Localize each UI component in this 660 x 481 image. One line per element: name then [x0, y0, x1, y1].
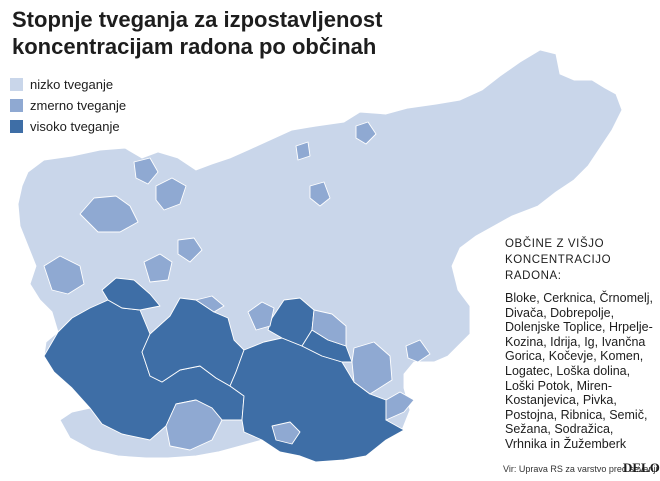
- region-moderate-novo-mesto: [311, 309, 347, 347]
- legend-label-high: visoko tveganje: [30, 119, 120, 134]
- legend: nizko tveganje zmerno tveganje visoko tv…: [10, 74, 126, 137]
- region-moderate-krsko: [351, 341, 393, 395]
- legend-item-high: visoko tveganje: [10, 116, 126, 137]
- side-panel-heading-line-1: OBČINE Z VIŠJO: [505, 238, 605, 250]
- side-panel: OBČINE Z VIŠJO KONCENTRACIJO RADONA: Blo…: [505, 236, 655, 452]
- region-moderate-cerknica-lake: [271, 421, 301, 445]
- region-high-idrija: [101, 277, 161, 311]
- legend-label-low: nizko tveganje: [30, 77, 114, 92]
- legend-item-moderate: zmerno tveganje: [10, 95, 126, 116]
- region-moderate-kranj: [177, 237, 203, 263]
- side-panel-heading: OBČINE Z VIŠJO KONCENTRACIJO RADONA:: [505, 236, 655, 284]
- region-moderate-trebnje: [247, 301, 275, 331]
- legend-label-moderate: zmerno tveganje: [30, 98, 127, 113]
- region-moderate-metlika: [385, 391, 415, 421]
- legend-swatch-low: [10, 78, 23, 91]
- brand-logo: DELO: [623, 460, 660, 475]
- municipality-list: Bloke, Cerknica, Črnomelj, Divača, Dobre…: [505, 291, 653, 451]
- side-panel-heading-line-2: KONCENTRACIJO RADONA:: [505, 254, 612, 282]
- region-moderate-velenje: [309, 181, 331, 207]
- region-moderate-bovec: [43, 255, 85, 295]
- region-moderate-maribor-north: [355, 121, 377, 145]
- region-moderate-slovenj-gradec: [295, 141, 311, 161]
- source-credit: Vir: Uprava RS za varstvo pred sevanji: [503, 464, 658, 474]
- legend-swatch-high: [10, 120, 23, 133]
- region-moderate-jesenice: [155, 177, 187, 211]
- region-moderate-skofja-loka: [143, 253, 173, 283]
- region-moderate-bled: [79, 195, 139, 233]
- map-title: Stopnje tveganja za izpostavljenost konc…: [12, 7, 383, 59]
- legend-swatch-moderate: [10, 99, 23, 112]
- region-moderate-kras: [165, 399, 223, 451]
- region-moderate-brezice: [405, 339, 431, 363]
- region-moderate-triglav: [133, 157, 159, 185]
- region-moderate-logatec: [195, 295, 225, 313]
- legend-item-low: nizko tveganje: [10, 74, 126, 95]
